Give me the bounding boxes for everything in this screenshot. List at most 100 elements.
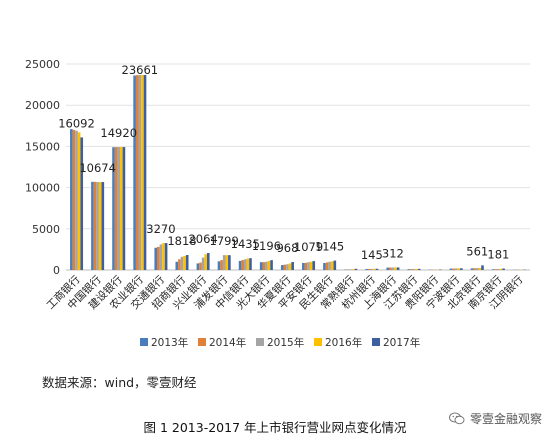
bar xyxy=(238,260,242,270)
legend-swatch xyxy=(198,338,206,346)
bar xyxy=(222,255,226,270)
bar xyxy=(375,268,379,270)
bar xyxy=(286,264,289,270)
legend: 2013年 2014年 2015年 2016年 2017年 xyxy=(140,336,420,349)
bar xyxy=(478,267,482,270)
bar xyxy=(389,267,392,270)
bar xyxy=(241,260,244,270)
bar xyxy=(259,262,263,270)
bar xyxy=(412,269,416,270)
bar xyxy=(452,268,455,270)
bar xyxy=(120,147,123,270)
bar xyxy=(77,132,81,270)
bar xyxy=(410,269,413,270)
y-tick-label: 20000 xyxy=(25,99,60,112)
bar xyxy=(96,182,99,270)
bar xyxy=(157,246,160,270)
bar xyxy=(349,269,353,270)
bar xyxy=(502,268,505,270)
bar xyxy=(162,243,165,270)
y-tick-label: 0 xyxy=(53,264,60,277)
data-labels: 16092 10674 14920 23661 32701818206417991435… xyxy=(58,63,509,262)
bar xyxy=(175,261,179,270)
bar xyxy=(470,268,474,270)
data-label: 23661 xyxy=(122,63,159,77)
y-tick-label: 5000 xyxy=(32,223,60,236)
bar xyxy=(460,268,463,270)
bar xyxy=(220,260,223,270)
bar xyxy=(138,75,142,271)
bar xyxy=(288,263,292,270)
bar xyxy=(70,129,73,270)
bar xyxy=(494,269,498,270)
bar xyxy=(141,75,144,271)
bar xyxy=(265,261,268,270)
bar xyxy=(473,268,476,270)
bar xyxy=(91,181,94,270)
legend-label: 2013年 xyxy=(151,336,188,349)
bar xyxy=(112,147,115,270)
bar xyxy=(143,75,147,271)
legend-swatch xyxy=(140,338,148,346)
bar xyxy=(262,262,266,270)
data-label: 3270 xyxy=(146,222,175,236)
bar xyxy=(333,260,337,270)
bar xyxy=(217,261,221,270)
bar xyxy=(75,130,78,270)
source-note: 数据来源：wind，零壹财经 xyxy=(42,375,197,390)
bar xyxy=(133,75,136,270)
bar xyxy=(196,263,200,270)
bar xyxy=(178,259,181,270)
wechat-icon xyxy=(448,412,465,425)
y-tick-label: 25000 xyxy=(25,58,60,71)
data-label: 2064 xyxy=(188,232,217,246)
data-label: 16092 xyxy=(58,116,95,130)
bar xyxy=(183,255,186,270)
bar xyxy=(291,262,294,270)
data-label: 181 xyxy=(487,248,509,262)
data-label: 10674 xyxy=(79,161,116,175)
bar xyxy=(246,258,250,270)
bar xyxy=(367,268,371,270)
bar xyxy=(394,267,397,270)
bar xyxy=(391,267,395,270)
bar xyxy=(185,255,189,270)
data-label: 1799 xyxy=(210,234,239,248)
bar xyxy=(312,261,316,270)
data-label: 1435 xyxy=(231,237,260,251)
data-label: 14920 xyxy=(100,126,137,140)
legend-label: 2015年 xyxy=(267,336,304,349)
bar xyxy=(304,262,308,270)
bar xyxy=(407,269,411,270)
bar xyxy=(135,75,139,271)
y-tick-label: 10000 xyxy=(25,182,60,195)
bar xyxy=(499,268,503,270)
bar xyxy=(117,147,121,270)
legend-label: 2014年 xyxy=(209,336,246,349)
bar xyxy=(307,262,310,270)
bar xyxy=(204,254,207,270)
bar xyxy=(180,256,184,270)
y-tick-label: 15000 xyxy=(25,140,60,153)
bar xyxy=(249,258,252,270)
bar xyxy=(325,262,329,270)
bar xyxy=(243,259,247,270)
bar xyxy=(280,265,284,270)
bar xyxy=(365,269,368,270)
data-label: 1145 xyxy=(315,240,344,254)
watermark: 零壹金融观察 xyxy=(448,410,542,427)
bars xyxy=(70,75,526,271)
data-label: 1196 xyxy=(252,239,281,253)
bar xyxy=(417,268,421,270)
axes: 0500010000150002000025000工商银行中国银行建设银行农业银… xyxy=(25,58,526,312)
bar xyxy=(225,255,229,270)
bar xyxy=(449,268,453,270)
bar xyxy=(330,261,334,270)
bar xyxy=(267,260,271,270)
bar xyxy=(164,243,168,270)
bar xyxy=(386,267,390,270)
legend-swatch xyxy=(314,338,322,346)
legend-label: 2016年 xyxy=(325,336,362,349)
bar xyxy=(199,262,202,270)
bar xyxy=(201,257,205,270)
